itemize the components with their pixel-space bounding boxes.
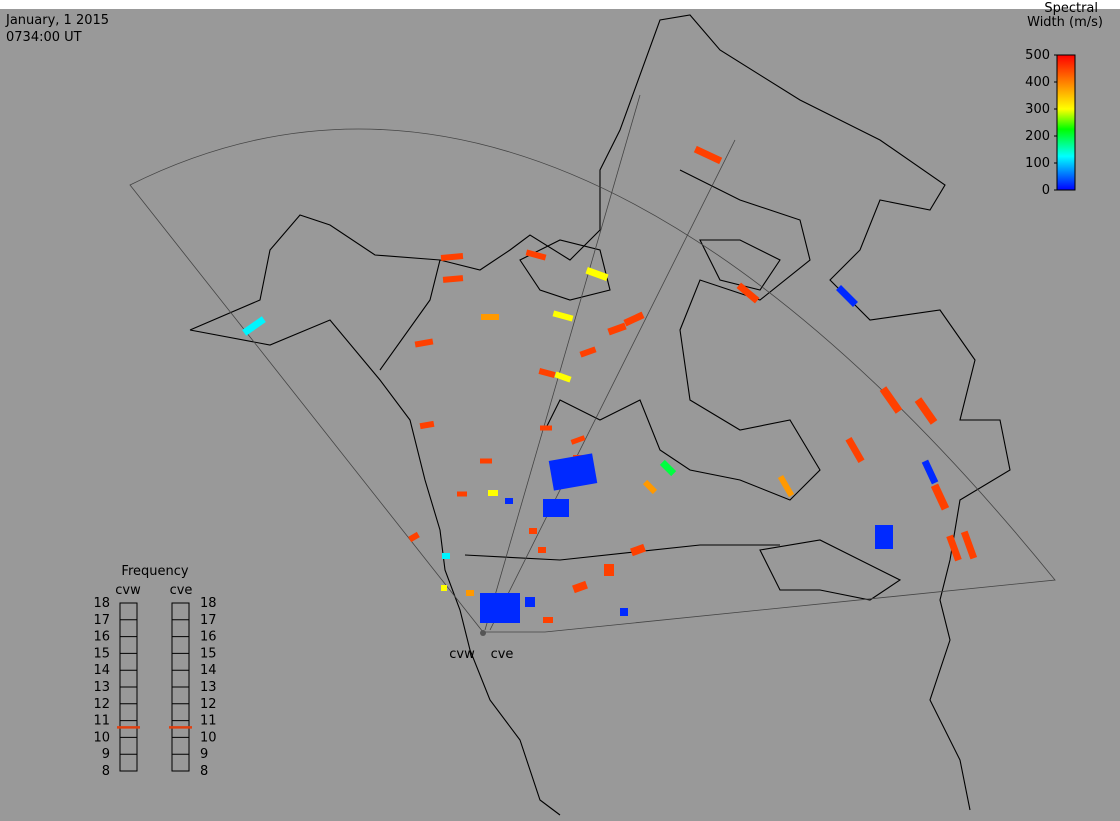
frequency-tick-label: 12 <box>93 697 110 712</box>
date: January, 1 2015 <box>5 13 109 28</box>
echo-cell <box>836 285 858 307</box>
echo-cell <box>540 425 552 431</box>
echo-cell <box>480 458 492 464</box>
colorbar-ticks: 0 100 200 300 400 500 <box>1025 48 1057 198</box>
frequency-tick-label: 8 <box>200 764 208 779</box>
echo-cell <box>525 249 547 261</box>
frequency-tick-label: 18 <box>200 596 217 611</box>
frequency-tick-label: 16 <box>93 630 110 645</box>
echo-cell <box>736 282 760 304</box>
echo-cell <box>419 420 435 430</box>
frequency-tick-label: 16 <box>200 630 217 645</box>
echo-cell <box>538 547 546 553</box>
echo-cell <box>525 597 535 607</box>
echo-cell <box>604 564 614 576</box>
frequency-title: Frequency <box>121 564 188 579</box>
echo-cell <box>879 386 903 414</box>
coastlines <box>189 14 1011 816</box>
echo-cell <box>914 397 938 425</box>
echo-cell <box>488 490 498 496</box>
frequency-tick-label: 10 <box>200 730 217 745</box>
echo-cell <box>457 491 467 497</box>
echo-cell <box>466 590 474 596</box>
frequency-tick-label: 9 <box>200 747 208 762</box>
echo-cell <box>642 479 658 495</box>
echo-cell <box>579 346 597 358</box>
echo-cell <box>505 498 513 504</box>
echo-cell <box>659 459 677 477</box>
echo-cell <box>570 435 586 445</box>
echo-cells <box>242 145 978 623</box>
echo-cell <box>630 543 646 557</box>
colorbar-tick-label: 200 <box>1025 129 1050 144</box>
colorbar-tick-label: 500 <box>1025 48 1050 63</box>
radar-fields <box>129 94 1056 633</box>
echo-cell <box>440 253 464 261</box>
colorbar-tick-label: 400 <box>1025 75 1050 90</box>
echo-cell <box>921 459 939 485</box>
echo-cell <box>538 368 556 378</box>
colorbar-tick-label: 100 <box>1025 156 1050 171</box>
echo-cell <box>607 322 627 336</box>
echo-cell <box>548 453 598 491</box>
frequency-tick-label: 8 <box>102 764 110 779</box>
echo-cell <box>481 314 499 320</box>
frequency-tick-label: 17 <box>200 613 217 628</box>
frequency-tick-label: 11 <box>200 714 217 729</box>
frequency-tick-label: 14 <box>93 663 110 678</box>
frequency-tick-label: 15 <box>93 646 110 661</box>
radar-site <box>480 630 486 636</box>
echo-cell <box>529 528 537 534</box>
echo-cell <box>572 580 588 594</box>
echo-cell <box>693 145 723 165</box>
frequency-tick-label: 9 <box>102 747 110 762</box>
frequency-tick-label: 15 <box>200 646 217 661</box>
frequency-tick-label: 17 <box>93 613 110 628</box>
echo-cell <box>960 530 978 560</box>
frequency-tick-label: 18 <box>93 596 110 611</box>
echo-cell <box>552 310 574 322</box>
echo-cell <box>585 266 609 282</box>
frequency-tick-label: 10 <box>93 730 110 745</box>
echo-cell <box>442 553 450 559</box>
echo-cell <box>441 585 447 591</box>
frequency-tick-label: 11 <box>93 714 110 729</box>
background <box>0 9 1120 821</box>
echo-cell <box>543 499 569 517</box>
station-label: cvw <box>449 647 475 662</box>
colorbar-title: Width (m/s) <box>1027 15 1103 30</box>
echo-cell <box>620 608 628 616</box>
echo-cell <box>543 617 553 623</box>
echo-cell <box>480 593 520 623</box>
echo-cell <box>414 338 434 348</box>
frequency-tick-label: 12 <box>200 697 217 712</box>
echo-cell <box>242 316 266 336</box>
colorbar-title: Spectral <box>1044 1 1098 16</box>
echo-cell <box>408 531 420 543</box>
echo-cell <box>777 474 795 498</box>
echo-cell <box>623 311 645 327</box>
radar-name: cvw <box>115 583 141 598</box>
colorbar <box>1056 54 1076 191</box>
radar-name: cve <box>170 583 193 598</box>
echo-cell <box>875 525 893 549</box>
frequency-tick-label: 13 <box>200 680 217 695</box>
echo-cell <box>930 483 950 511</box>
echo-cell <box>845 436 865 464</box>
time: 0734:00 UT <box>6 30 82 45</box>
frequency-panel: cvw89101112131415161718cve89101112131415… <box>93 583 216 779</box>
colorbar-tick-label: 300 <box>1025 102 1050 117</box>
echo-cell <box>442 275 464 283</box>
colorbar-tick-label: 0 <box>1042 183 1050 198</box>
echo-cell <box>946 534 962 562</box>
frequency-tick-label: 13 <box>93 680 110 695</box>
station-label: cve <box>491 647 514 662</box>
echo-cell <box>554 371 572 383</box>
frequency-tick-label: 14 <box>200 663 217 678</box>
